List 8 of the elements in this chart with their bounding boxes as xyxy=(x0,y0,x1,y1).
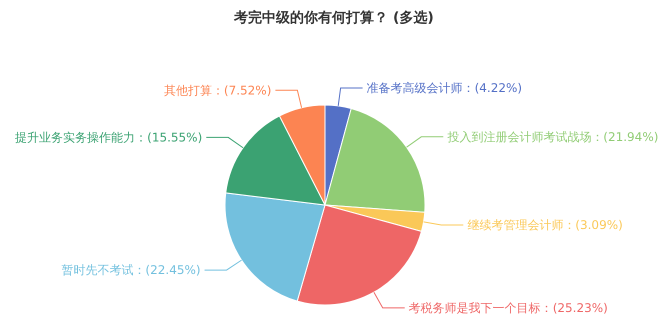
slice-label: 考税务师是我下一个目标：(25.23%) xyxy=(408,300,608,315)
chart-title: 考完中级的你有何打算？ (多选) xyxy=(233,9,434,26)
slice-label: 继续考管理会计师：(3.09%) xyxy=(467,218,623,232)
slice-label: 投入到注册会计师考试战场：(21.94%) xyxy=(446,130,658,144)
slice-label: 其他打算：(7.52%) xyxy=(164,83,272,98)
slice-label: 准备考高级会计师：(4.22%) xyxy=(366,81,522,96)
slice-label: 暂时先不考试：(22.45%) xyxy=(61,263,201,278)
slice-label: 提升业务实务操作能力：(15.55%) xyxy=(15,130,202,144)
